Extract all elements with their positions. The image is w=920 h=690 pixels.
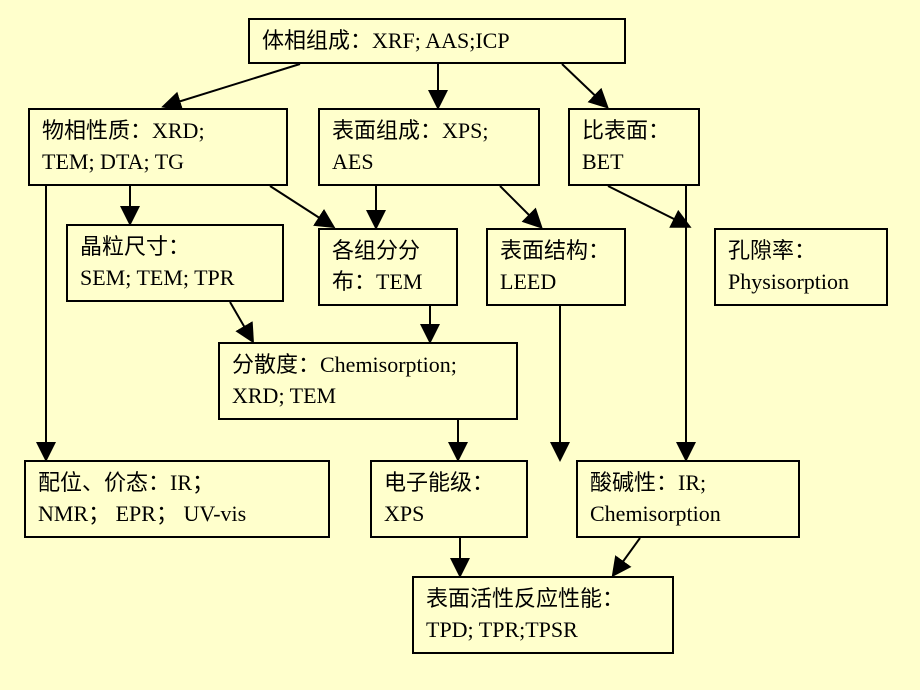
edge-5 — [270, 186, 332, 226]
node-surf_comp: 表面组成：XPS; AES — [318, 108, 540, 186]
node-comp_dist-label: 各组分分 布：TEM — [332, 238, 422, 294]
node-porosity-label: 孔隙率： Physisorption — [728, 238, 849, 294]
node-phase_prop-label: 物相性质：XRD; TEM; DTA; TG — [42, 118, 205, 174]
edge-0 — [165, 64, 300, 106]
node-coord_state-label: 配位、价态：IR； NMR； EPR； UV-vis — [38, 470, 246, 526]
node-acid_base: 酸碱性：IR; Chemisorption — [576, 460, 800, 538]
edge-8 — [230, 302, 252, 340]
edge-15 — [614, 538, 640, 574]
node-dispersion-label: 分散度：Chemisorption; XRD; TEM — [232, 352, 457, 408]
node-porosity: 孔隙率： Physisorption — [714, 228, 888, 306]
node-elec_level: 电子能级： XPS — [370, 460, 528, 538]
edge-12 — [608, 186, 688, 226]
node-bulk_comp: 体相组成：XRF; AAS;ICP — [248, 18, 626, 64]
node-surf_react: 表面活性反应性能： TPD; TPR;TPSR — [412, 576, 674, 654]
node-dispersion: 分散度：Chemisorption; XRD; TEM — [218, 342, 518, 420]
edge-7 — [500, 186, 540, 226]
node-surf_struct-label: 表面结构： LEED — [500, 238, 610, 294]
node-surf_area-label: 比表面： BET — [582, 118, 670, 174]
node-grain_size: 晶粒尺寸： SEM; TEM; TPR — [66, 224, 284, 302]
node-grain_size-label: 晶粒尺寸： SEM; TEM; TPR — [80, 234, 234, 290]
node-surf_struct: 表面结构： LEED — [486, 228, 626, 306]
edge-2 — [562, 64, 606, 106]
node-surf_react-label: 表面活性反应性能： TPD; TPR;TPSR — [426, 586, 624, 642]
node-surf_area: 比表面： BET — [568, 108, 700, 186]
node-bulk_comp-label: 体相组成：XRF; AAS;ICP — [262, 28, 510, 53]
node-surf_comp-label: 表面组成：XPS; AES — [332, 118, 488, 174]
node-coord_state: 配位、价态：IR； NMR； EPR； UV-vis — [24, 460, 330, 538]
node-phase_prop: 物相性质：XRD; TEM; DTA; TG — [28, 108, 288, 186]
node-acid_base-label: 酸碱性：IR; Chemisorption — [590, 470, 721, 526]
node-comp_dist: 各组分分 布：TEM — [318, 228, 458, 306]
node-elec_level-label: 电子能级： XPS — [384, 470, 494, 526]
